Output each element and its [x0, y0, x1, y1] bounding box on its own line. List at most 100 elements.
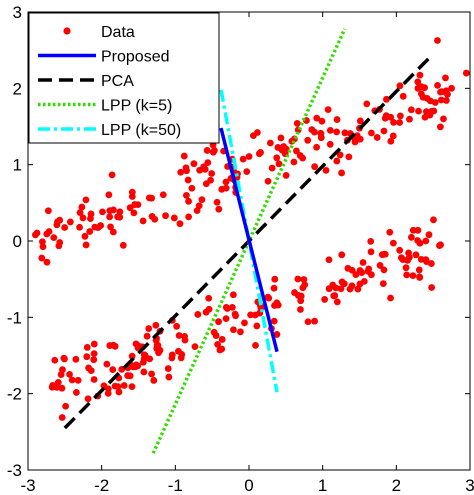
- legend-label: Data: [101, 24, 135, 41]
- data-point: [408, 106, 415, 113]
- y-tick-label: 3: [13, 3, 22, 22]
- data-point: [185, 213, 192, 220]
- data-point: [206, 306, 213, 313]
- data-point: [140, 369, 147, 376]
- data-point: [155, 349, 162, 356]
- data-point: [182, 337, 189, 344]
- data-point: [415, 108, 422, 115]
- data-point: [444, 91, 451, 98]
- data-point: [271, 302, 278, 309]
- data-point: [437, 89, 444, 96]
- data-point: [253, 323, 260, 330]
- data-point: [82, 233, 89, 240]
- data-point: [352, 139, 359, 146]
- data-point: [162, 212, 169, 219]
- data-point: [326, 285, 333, 292]
- data-point: [199, 196, 206, 203]
- data-point: [144, 333, 151, 340]
- data-point: [368, 130, 375, 137]
- data-point: [219, 336, 226, 343]
- x-tick-label: -1: [168, 476, 183, 495]
- data-point: [105, 390, 112, 397]
- data-point: [78, 204, 85, 211]
- data-point: [403, 264, 410, 271]
- data-point: [110, 207, 117, 214]
- data-point: [297, 297, 304, 304]
- data-point: [50, 234, 57, 241]
- data-point: [178, 354, 185, 361]
- data-point: [232, 311, 239, 318]
- legend-label: LPP (k=50): [101, 122, 181, 139]
- data-point: [54, 219, 61, 226]
- data-point: [271, 276, 278, 283]
- data-point: [124, 372, 131, 379]
- data-point: [76, 224, 83, 231]
- data-point: [283, 172, 290, 179]
- data-point: [386, 229, 393, 236]
- data-point: [437, 241, 444, 248]
- data-point: [188, 185, 195, 192]
- data-point: [194, 311, 201, 318]
- data-point: [418, 90, 425, 97]
- data-point: [165, 365, 172, 372]
- data-point: [361, 278, 368, 285]
- data-point: [327, 127, 334, 134]
- data-point: [240, 156, 247, 163]
- data-point: [88, 367, 95, 374]
- y-tick-label: -2: [7, 385, 22, 404]
- data-point: [338, 170, 345, 177]
- data-point: [165, 374, 172, 381]
- data-point: [213, 332, 220, 339]
- y-tick-label: 2: [13, 79, 22, 98]
- data-point: [300, 276, 307, 283]
- x-tick-label: 3: [465, 476, 474, 495]
- legend: DataProposedPCALPP (k=5)LPP (k=50): [29, 13, 219, 143]
- data-point: [237, 328, 244, 335]
- data-point: [114, 213, 121, 220]
- data-point: [297, 306, 304, 313]
- data-point: [204, 159, 211, 166]
- data-point: [291, 159, 298, 166]
- data-point: [271, 285, 278, 292]
- data-point: [278, 135, 285, 142]
- data-point: [106, 213, 113, 220]
- data-point: [185, 177, 192, 184]
- data-point: [381, 266, 388, 273]
- data-point: [403, 272, 410, 279]
- data-point: [56, 239, 63, 246]
- data-point: [183, 192, 190, 199]
- data-point: [415, 227, 422, 234]
- data-point: [265, 178, 272, 185]
- data-point: [293, 148, 300, 155]
- data-point: [321, 296, 328, 303]
- data-point: [241, 320, 248, 327]
- data-point: [185, 198, 192, 205]
- data-point: [341, 129, 348, 136]
- data-point: [276, 160, 283, 167]
- data-point: [84, 344, 91, 351]
- y-tick-label: -1: [7, 308, 22, 327]
- data-point: [311, 129, 318, 136]
- data-point: [140, 218, 147, 225]
- data-point: [177, 220, 184, 227]
- data-point: [168, 355, 175, 362]
- data-point: [257, 149, 264, 156]
- data-point: [318, 134, 325, 141]
- legend-label: LPP (k=5): [101, 98, 172, 115]
- data-point: [406, 116, 413, 123]
- data-point: [83, 242, 90, 249]
- data-point: [400, 93, 407, 100]
- x-tick-label: 0: [244, 476, 253, 495]
- data-point: [109, 366, 116, 373]
- data-point: [440, 115, 447, 122]
- data-point: [380, 280, 387, 287]
- data-point: [67, 219, 74, 226]
- data-point: [204, 147, 211, 154]
- data-point: [129, 383, 136, 390]
- data-point: [354, 286, 361, 293]
- data-point: [421, 84, 428, 91]
- data-point: [414, 237, 421, 244]
- data-point: [80, 215, 87, 222]
- data-point: [73, 389, 80, 396]
- data-point: [196, 202, 203, 209]
